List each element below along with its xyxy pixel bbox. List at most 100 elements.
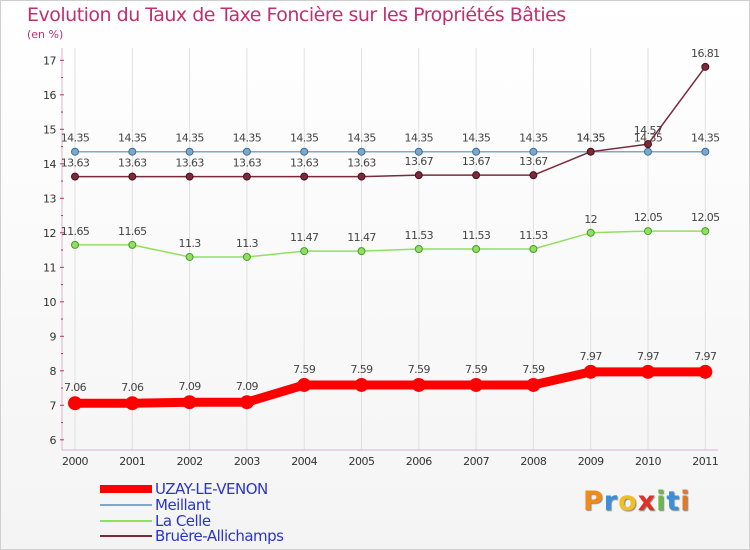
data-point [414, 245, 423, 254]
data-label: 14.35 [576, 132, 605, 145]
data-label: 7.06 [121, 381, 144, 394]
series-2: 11.65 11.65 11.3 11.3 11.47 11.47 11.53 11.53 11… [61, 211, 721, 261]
data-point [242, 172, 251, 181]
logo-letter: i [656, 486, 667, 517]
x-tick-label: 2004 [291, 455, 317, 468]
data-label: 12.05 [634, 211, 663, 224]
series-line [75, 230, 706, 258]
data-point [185, 147, 194, 156]
y-tick-labels: 6 7 8 9 10 11 12 13 14 15 16 17 [43, 54, 57, 446]
data-point [128, 240, 137, 249]
data-point [586, 147, 595, 156]
x-tick-label: 2007 [463, 455, 489, 468]
data-point [414, 171, 423, 180]
data-label: 14.35 [691, 132, 720, 145]
y-tick-label: 11 [43, 261, 56, 274]
data-label: 13.67 [519, 155, 548, 168]
data-label: 7.59 [522, 363, 545, 376]
chart-subtitle: (en %) [27, 28, 64, 41]
data-label: 11.53 [519, 229, 548, 242]
logo-letter: x [637, 486, 657, 517]
data-point [300, 172, 309, 181]
data-label: 13.63 [233, 157, 262, 170]
x-tick-label: 2006 [406, 455, 432, 468]
y-tick-label: 13 [43, 192, 56, 205]
data-point [239, 395, 254, 410]
data-label: 14.35 [61, 132, 90, 145]
series-3: 13.63 13.63 13.63 13.63 13.63 13.63 13.67 13.67… [61, 47, 720, 181]
data-point [300, 247, 309, 256]
data-label: 14.35 [462, 132, 491, 145]
legend-label: Bruère-Allichamps [155, 527, 284, 545]
data-point [297, 377, 312, 392]
grid-lines [74, 48, 706, 450]
data-label: 11.53 [462, 229, 491, 242]
data-point [71, 172, 79, 181]
data-point [242, 147, 251, 156]
data-point [185, 172, 194, 181]
data-point [128, 172, 137, 181]
data-point [71, 147, 79, 156]
data-label: 7.97 [580, 350, 603, 363]
series-line [75, 66, 706, 178]
data-point [469, 377, 484, 392]
series-0: 7.06 7.06 7.09 7.09 7.59 7.59 7.59 7.59 7.59 7.97… [64, 350, 718, 411]
axes [60, 48, 718, 451]
data-point [701, 62, 710, 71]
logo-letter: r [603, 486, 619, 517]
proxiti-logo: Proxiti [583, 486, 691, 517]
data-label: 13.67 [462, 155, 491, 168]
data-label: 11.47 [347, 231, 376, 244]
chart-title: Evolution du Taux de Taxe Foncière sur l… [27, 4, 566, 26]
data-point [242, 252, 251, 261]
x-tick-label: 2005 [349, 455, 375, 468]
data-label: 11.65 [118, 225, 147, 238]
data-label: 14.35 [118, 132, 147, 145]
data-point [644, 147, 652, 156]
x-tick-label: 2001 [119, 455, 145, 468]
data-label: 7.97 [694, 350, 717, 363]
data-point [182, 395, 197, 410]
x-tick-label: 2002 [177, 455, 203, 468]
data-point [411, 377, 426, 392]
data-point [357, 147, 366, 156]
data-label: 14.35 [347, 132, 376, 145]
logo-letter: P [583, 486, 604, 517]
data-point [529, 245, 538, 254]
y-tick-label: 16 [43, 89, 56, 102]
data-label: 11.3 [179, 237, 202, 250]
data-point [357, 172, 366, 181]
logo-letter: i [680, 486, 691, 517]
data-label: 7.06 [64, 381, 87, 394]
data-label: 12.05 [691, 211, 720, 224]
data-point [583, 364, 598, 379]
x-tick-label: 2008 [520, 455, 546, 468]
y-tick-label: 8 [50, 365, 57, 378]
data-label: 7.59 [408, 363, 431, 376]
data-point [698, 364, 713, 379]
data-point [644, 227, 652, 236]
series-1: 14.35 14.35 14.35 14.35 14.35 14.35 14.35 14.35… [61, 132, 721, 156]
data-label: 13.63 [118, 157, 147, 170]
data-label: 14.35 [576, 132, 605, 145]
x-tick-label: 2011 [692, 455, 718, 468]
legend-label: UZAY-LE-VENON [155, 480, 268, 498]
data-label: 7.09 [179, 380, 202, 393]
x-tick-label: 2000 [62, 455, 88, 468]
data-point [128, 147, 137, 156]
data-label: 13.63 [290, 157, 319, 170]
y-tick-label: 12 [43, 227, 56, 240]
x-tick-label: 2003 [234, 455, 260, 468]
data-label: 14.35 [290, 132, 319, 145]
data-label: 13.67 [405, 155, 434, 168]
data-label: 14.35 [634, 132, 663, 145]
data-label: 14.35 [519, 132, 548, 145]
data-point [414, 147, 423, 156]
data-label: 7.59 [293, 363, 316, 376]
data-label: 14.35 [175, 132, 204, 145]
x-tick-labels: 2000 2001 2002 2003 2004 2005 2006 2007 2008 2009… [62, 455, 719, 468]
y-tick-label: 17 [43, 54, 56, 67]
